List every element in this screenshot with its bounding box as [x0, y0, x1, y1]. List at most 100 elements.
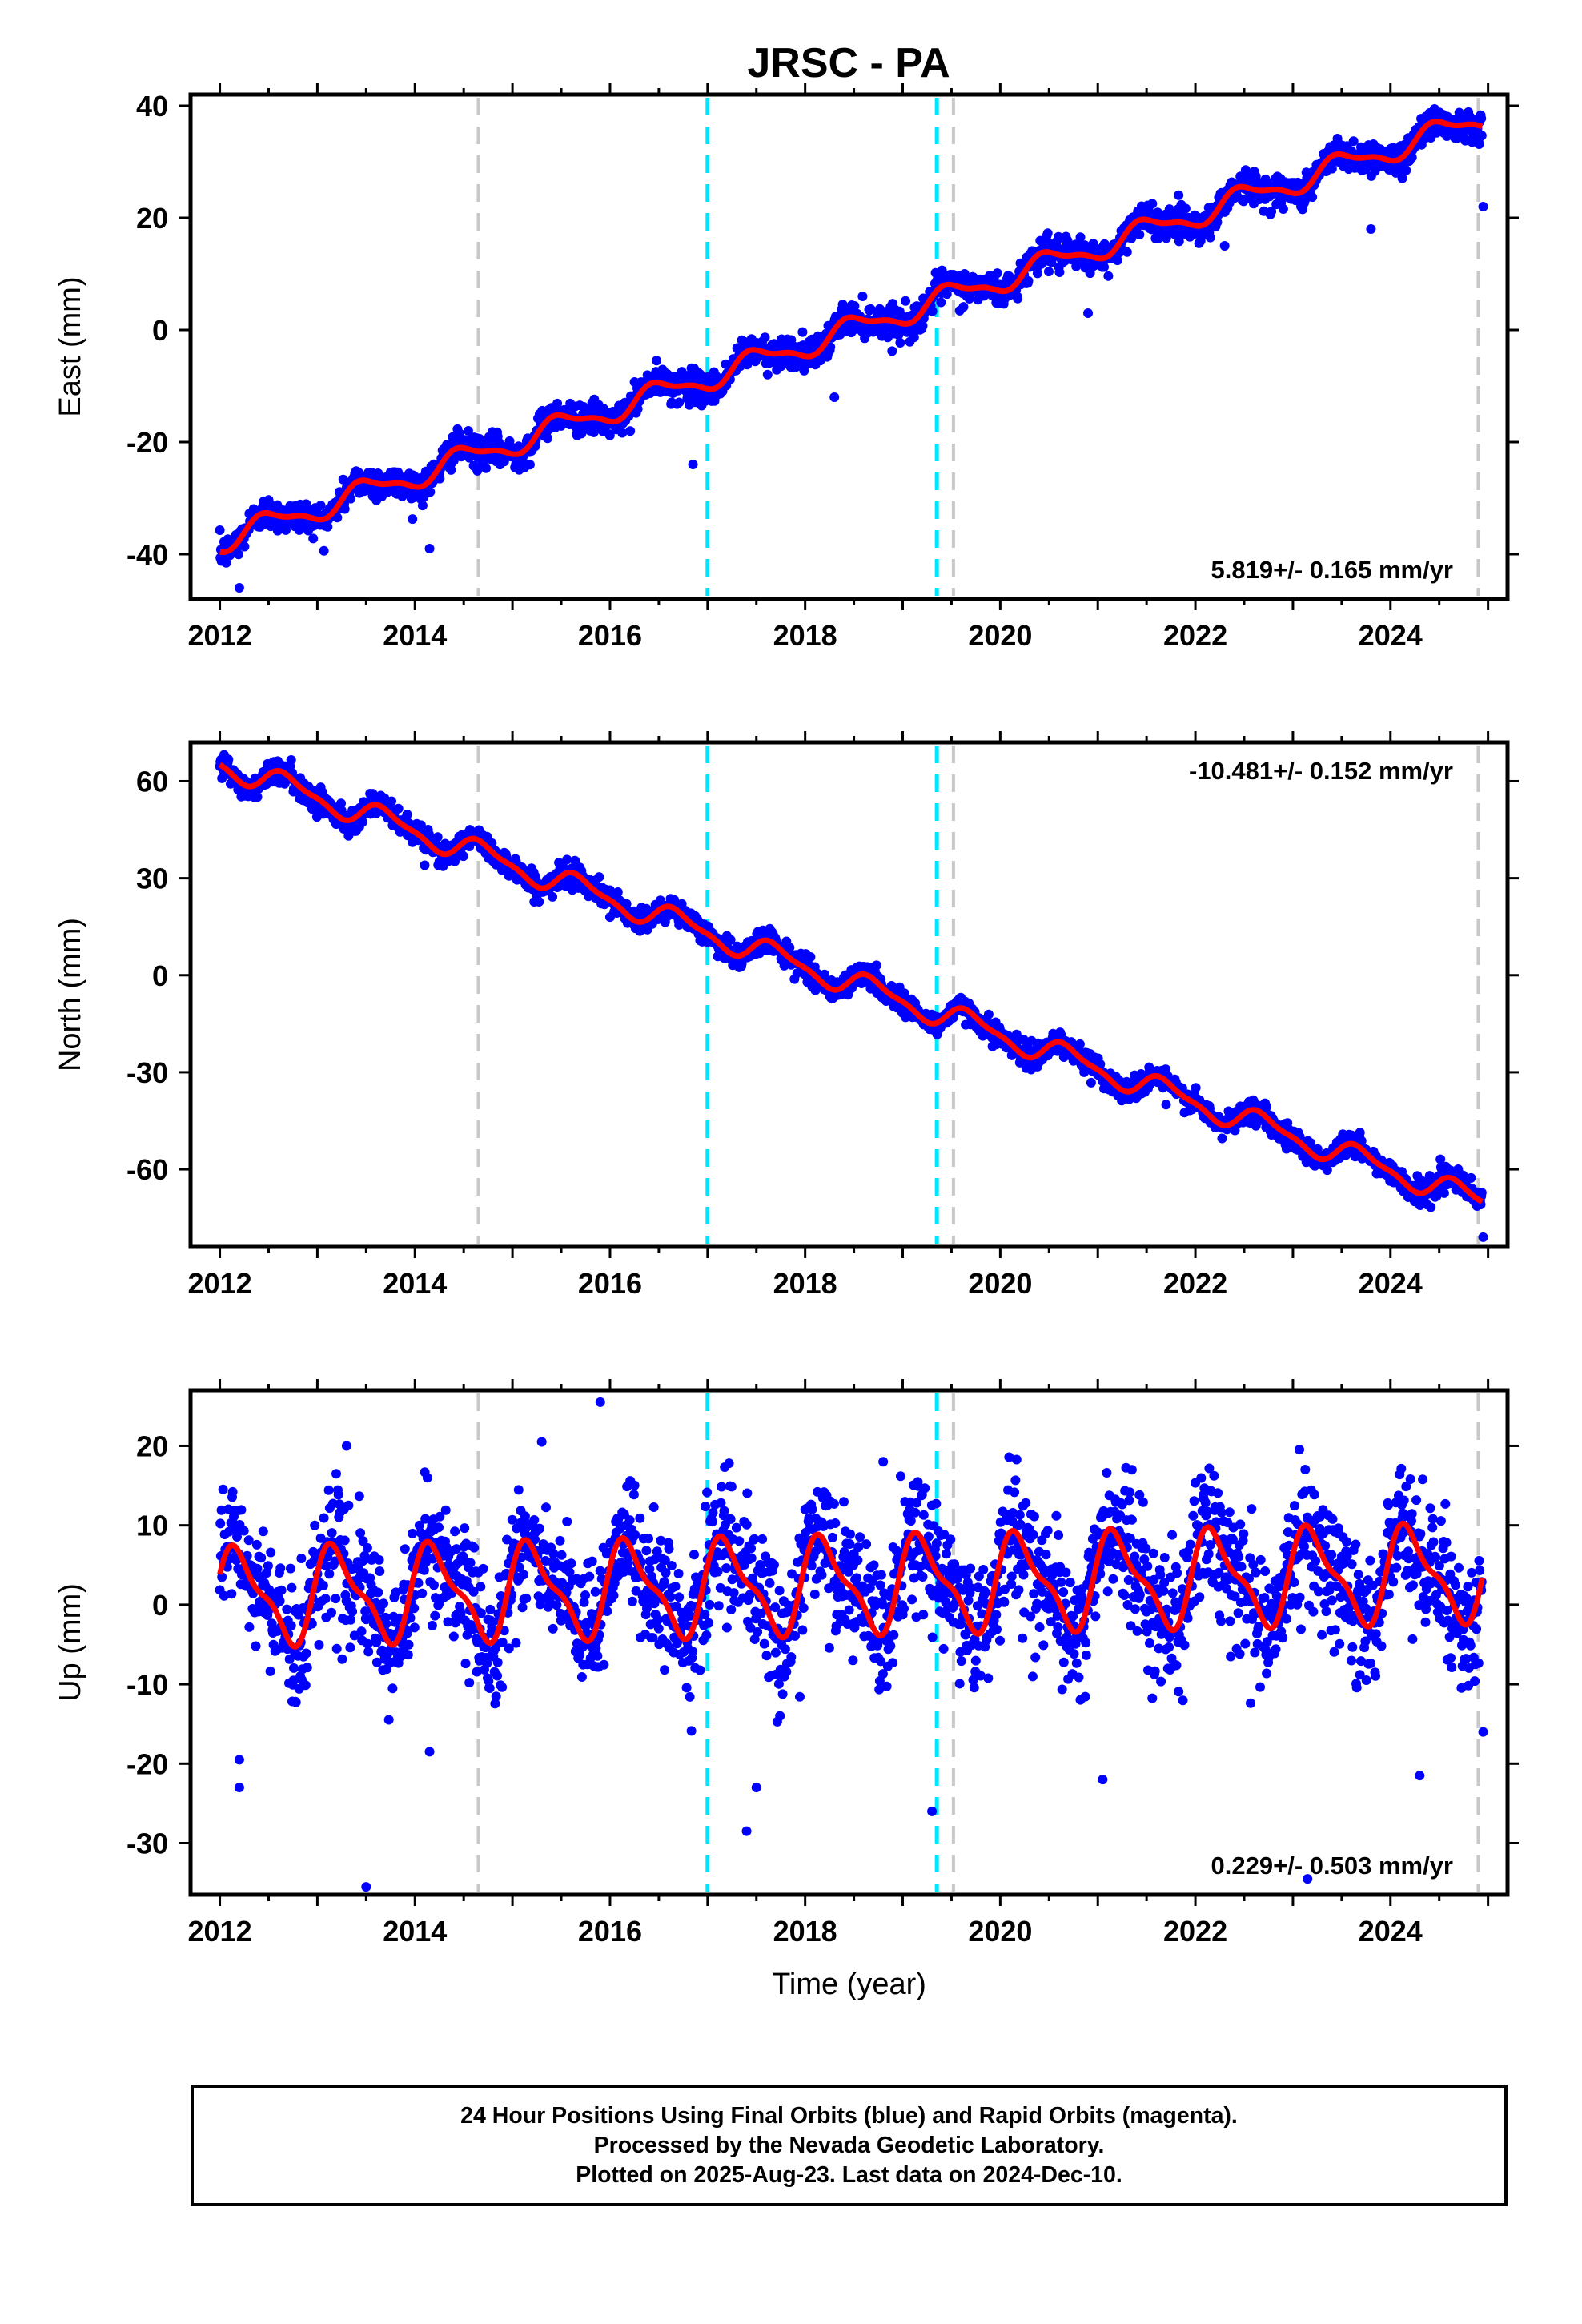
- data-point: [825, 342, 836, 352]
- outlier-point: [1161, 1100, 1171, 1110]
- data-point: [244, 1622, 255, 1632]
- data-point: [256, 1553, 267, 1563]
- data-point: [251, 1539, 262, 1550]
- data-point: [425, 487, 436, 497]
- data-point: [223, 754, 234, 765]
- x-tick-label: 2014: [383, 619, 447, 652]
- data-point: [239, 541, 250, 552]
- outlier-point: [1219, 241, 1230, 251]
- y-tick-label: 30: [136, 862, 168, 895]
- observation-points: [215, 104, 1487, 568]
- data-point: [936, 297, 946, 308]
- data-point: [1466, 1172, 1476, 1183]
- data-point: [258, 1526, 268, 1537]
- data-point: [1217, 1133, 1227, 1144]
- rate-annotation: 5.819+/- 0.165 mm/yr: [1211, 556, 1453, 584]
- data-point: [652, 356, 662, 366]
- data-point: [1278, 204, 1288, 214]
- x-tick-label: 2016: [578, 619, 642, 652]
- data-point: [417, 501, 428, 511]
- data-point: [901, 296, 911, 306]
- x-tick-label: 2014: [383, 1267, 447, 1300]
- data-point: [797, 327, 808, 337]
- data-point: [1401, 165, 1411, 175]
- data-point: [215, 525, 225, 535]
- data-point: [1086, 1077, 1096, 1088]
- data-point: [992, 268, 1002, 279]
- data-point: [617, 428, 628, 438]
- data-point: [612, 887, 623, 897]
- data-point: [408, 514, 418, 525]
- data-point: [917, 320, 928, 331]
- data-point: [1032, 268, 1042, 279]
- y-tick-label: 40: [136, 90, 168, 123]
- data-point: [543, 433, 552, 444]
- data-point: [1191, 1083, 1201, 1093]
- data-point: [308, 533, 319, 544]
- data-point: [446, 464, 456, 475]
- data-point: [1262, 1101, 1272, 1112]
- data-point: [1134, 230, 1145, 239]
- data-point: [243, 1535, 254, 1546]
- x-tick-label: 2022: [1163, 619, 1227, 652]
- y-axis-label: East (mm): [54, 276, 87, 416]
- x-tick-label: 2020: [968, 619, 1032, 652]
- outlier-point: [1298, 1151, 1308, 1161]
- data-point: [393, 803, 404, 814]
- data-point: [263, 1561, 273, 1571]
- outlier-point: [1366, 224, 1376, 234]
- data-point: [1476, 1188, 1487, 1198]
- data-point: [674, 397, 685, 408]
- outlier-point: [1083, 308, 1094, 318]
- data-point: [239, 1526, 249, 1536]
- data-point: [871, 960, 881, 971]
- y-tick-label: -60: [126, 1153, 168, 1186]
- x-tick-label: 2018: [773, 619, 837, 652]
- y-tick-label: -30: [126, 1056, 168, 1089]
- data-point: [387, 796, 396, 806]
- data-point: [1180, 203, 1191, 214]
- data-point: [265, 1666, 275, 1676]
- data-point: [1476, 131, 1487, 141]
- data-point: [909, 332, 919, 343]
- data-point: [215, 1518, 226, 1529]
- data-point: [234, 549, 243, 560]
- data-point: [264, 499, 275, 509]
- data-point: [221, 557, 231, 568]
- data-point: [1322, 1165, 1332, 1176]
- data-point: [251, 1641, 261, 1651]
- data-point: [432, 832, 443, 842]
- x-tick-label: 2012: [188, 619, 252, 652]
- data-point: [958, 302, 969, 312]
- data-point: [1044, 267, 1054, 277]
- data-point: [315, 501, 326, 511]
- y-tick-label: 0: [152, 314, 168, 347]
- data-point: [548, 891, 558, 902]
- data-point: [1099, 262, 1109, 272]
- data-point: [339, 504, 350, 514]
- x-tick-label: 2020: [968, 1267, 1032, 1300]
- y-tick-label: 60: [136, 765, 168, 798]
- data-point: [319, 545, 329, 556]
- data-point: [552, 398, 563, 408]
- data-point: [1307, 192, 1318, 203]
- data-point: [357, 817, 367, 827]
- data-point: [1122, 247, 1132, 257]
- data-point: [227, 1589, 237, 1599]
- panel-2: 2012 2014 2016 2018 2020 2022 2024-60-3003060N…: [54, 731, 1519, 1300]
- data-point: [604, 430, 615, 440]
- data-point: [346, 493, 356, 504]
- data-point: [534, 897, 544, 907]
- data-point: [1348, 136, 1359, 147]
- data-point: [762, 369, 773, 380]
- data-point: [1013, 293, 1023, 304]
- outlier-point: [424, 544, 435, 553]
- data-point: [942, 289, 952, 300]
- x-tick-label: 2012: [188, 1267, 252, 1300]
- data-point: [402, 810, 412, 819]
- data-point: [887, 346, 897, 356]
- data-point: [1205, 232, 1215, 243]
- data-point: [236, 1505, 247, 1515]
- rate-annotation: -10.481+/- 0.152 mm/yr: [1189, 757, 1453, 785]
